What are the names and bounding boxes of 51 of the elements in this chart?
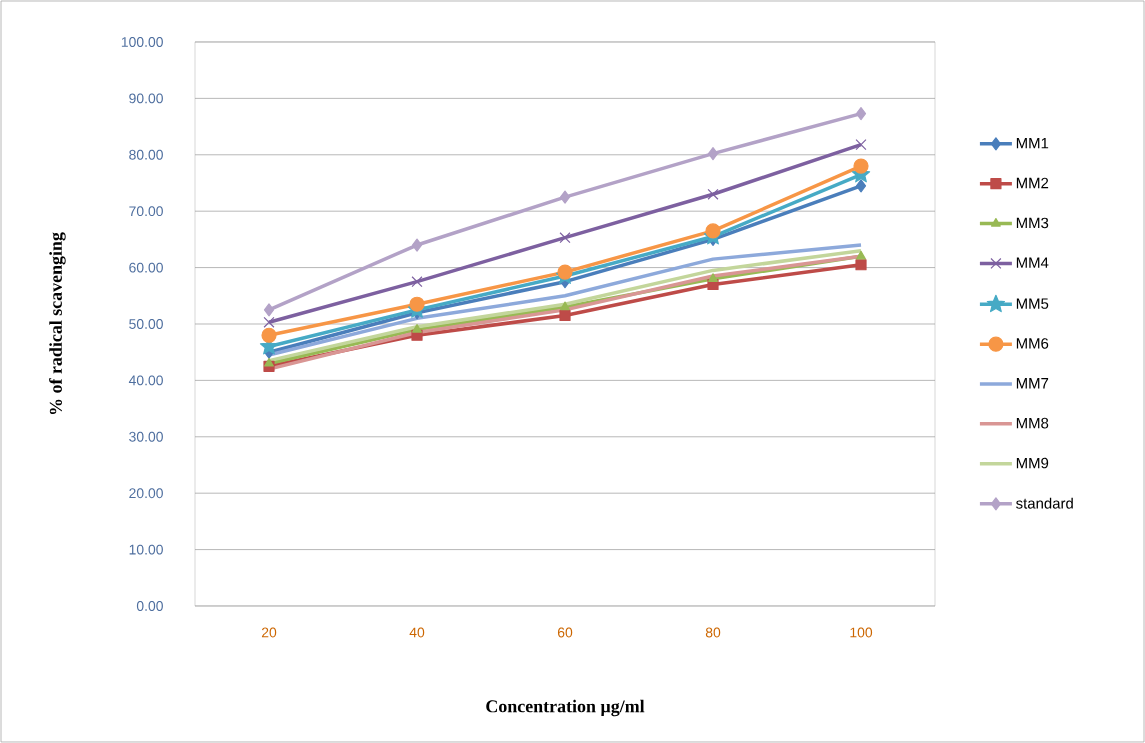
y-tick-label: 40.00 [128,375,163,386]
legend-label: MM1 [1016,137,1049,149]
point [263,303,275,317]
y-tick-label: 10.00 [129,544,163,555]
point [261,327,277,343]
y-tick-label: 90.00 [129,93,163,104]
x-tick-label: 40 [409,627,425,638]
point [411,276,423,288]
x-tick-label: 60 [557,627,573,638]
point [560,301,570,311]
legend-label: MM9 [1016,457,1049,469]
legend-label: MM2 [1016,177,1049,189]
point [263,316,275,328]
point [557,264,573,280]
point [411,238,423,252]
y-tick-label: 20.00 [129,488,163,499]
legend-label: MM3 [1016,217,1049,229]
x-tick-label: 80 [705,627,721,638]
x-axis-title: Concentration µg/ml [486,699,645,717]
y-tick-label: 30.00 [129,431,163,442]
legend-label: MM4 [1016,257,1049,268]
point [707,188,719,200]
point [559,309,571,322]
point [708,273,718,282]
y-tick-label: 100.00 [121,37,163,47]
point [855,259,867,271]
y-tick-label: 50.00 [129,319,163,329]
point [855,139,867,151]
point [853,158,869,174]
legend-label: standard [1016,497,1073,509]
x-tick-label: 20 [261,627,277,638]
point [409,296,425,312]
point [412,324,422,333]
x-tick-label: 100 [850,627,873,638]
y-tick-label: 70.00 [129,206,163,217]
point [855,107,867,121]
point [856,250,866,260]
y-tick-label: 80.00 [129,149,163,160]
point [705,223,721,239]
legend-label: MM6 [1016,338,1049,349]
point [559,232,571,244]
point [707,147,719,161]
point [855,179,867,193]
legend-label: MM5 [1016,298,1049,309]
legend-label: MM8 [1016,417,1049,429]
y-tick-label: 0.00 [136,601,163,611]
point [559,190,571,204]
legend-label: MM7 [1016,378,1049,389]
y-axis-title: % of radical scavenging [49,232,66,415]
point [264,357,274,367]
y-tick-label: 60.00 [129,262,163,273]
